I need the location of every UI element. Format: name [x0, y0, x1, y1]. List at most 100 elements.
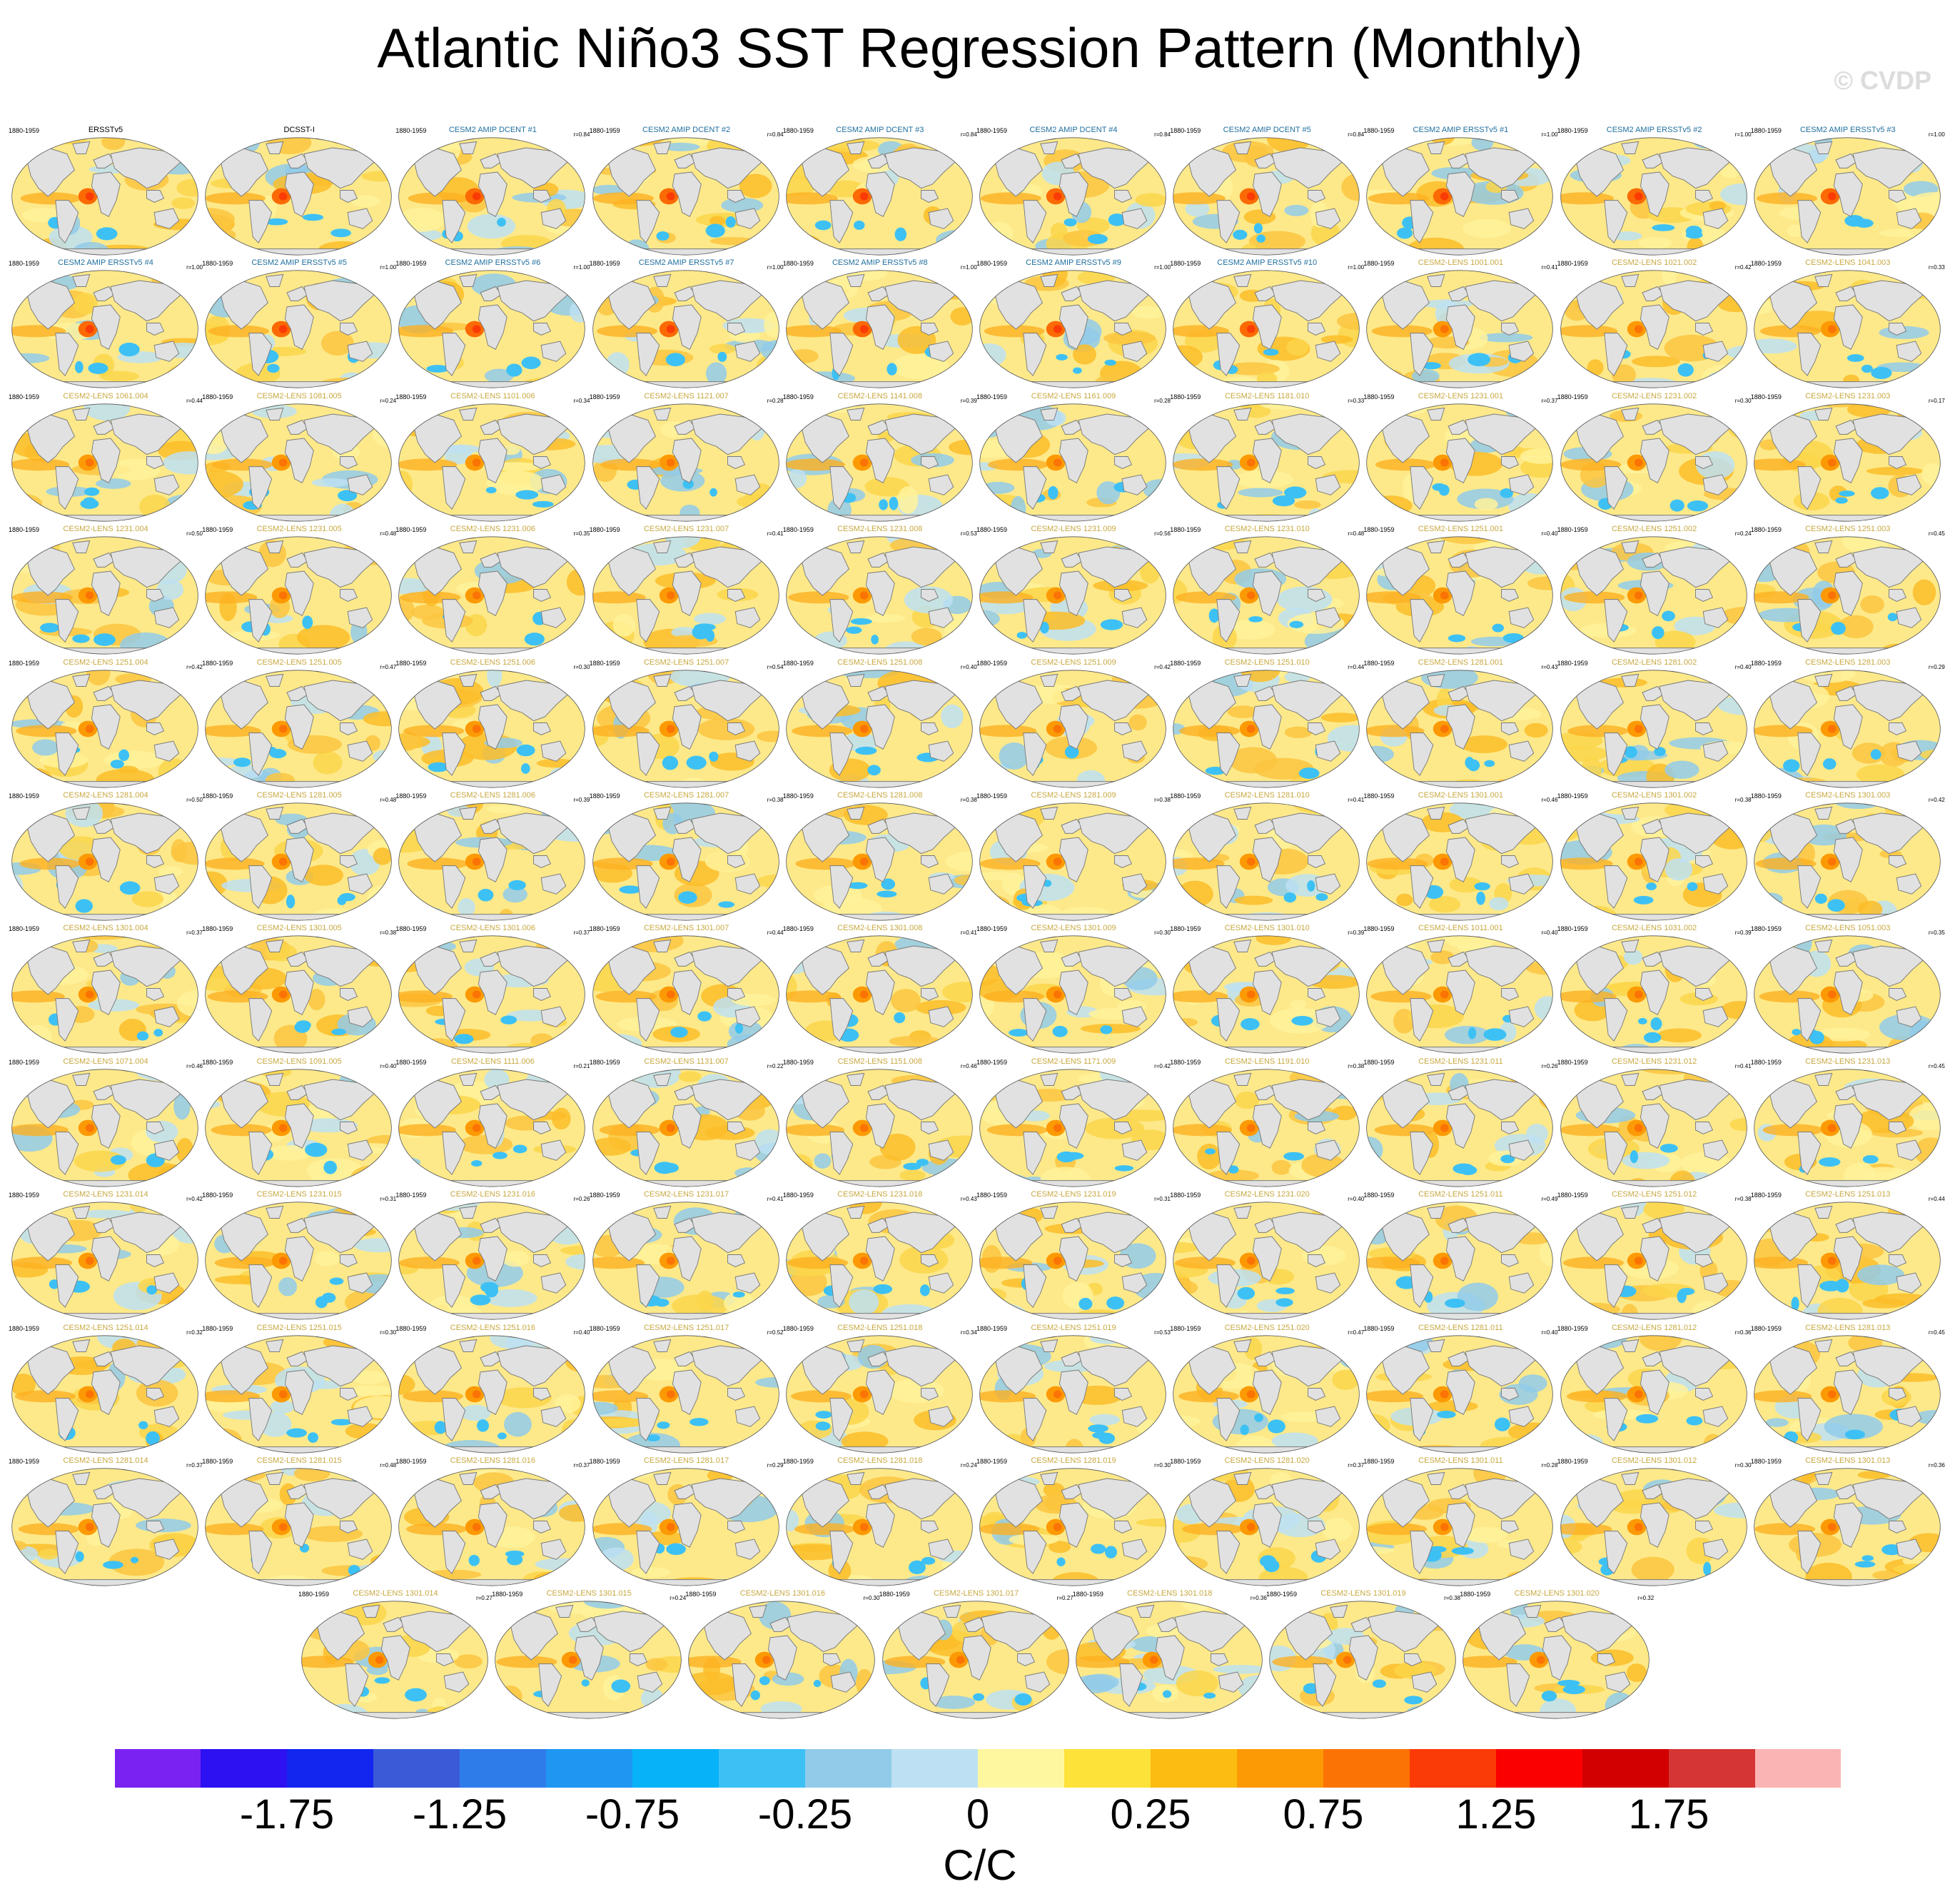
map-panel: 1880-1959 CESM2-LENS 1251.013 r=0.44	[1751, 1190, 1945, 1321]
panel-correlation-label: r=0.30	[1734, 1462, 1752, 1469]
panel-title: CESM2 AMIP ERSSTv5 #5	[251, 258, 348, 268]
panel-title: CESM2-LENS 1251.003	[1805, 525, 1891, 534]
panel-correlation-label: r=0.52	[767, 1329, 784, 1336]
world-map	[786, 670, 973, 788]
map-panel: 1880-1959 CESM2-LENS 1301.014 r=0.27	[298, 1589, 492, 1721]
panel-title: CESM2-LENS 1301.020	[1514, 1589, 1600, 1598]
world-map	[592, 536, 779, 655]
map-panel: 1880-1959 CESM2-LENS 1301.008 r=0.41	[783, 924, 977, 1055]
map-panel: 1880-1959 CESM2-LENS 1091.005 r=0.40	[202, 1057, 396, 1189]
panel-title: CESM2 AMIP ERSSTv5 #1	[1413, 126, 1509, 134]
panel-period-label: 1880-1959	[202, 1058, 233, 1066]
world-map	[11, 802, 198, 921]
map-panel: 1880-1959 CESM2 AMIP ERSSTv5 #1 r=1.00	[1363, 126, 1557, 257]
panel-period-label: 1880-1959	[202, 792, 233, 800]
panel-period-label: 1880-1959	[395, 1324, 427, 1332]
world-map	[979, 802, 1166, 921]
world-map	[11, 935, 198, 1054]
map-panel: 1880-1959 CESM2-LENS 1231.002 r=0.30	[1557, 392, 1752, 523]
panel-title: CESM2 AMIP ERSSTv5 #10	[1217, 258, 1318, 268]
panel-correlation-label: r=0.50	[186, 530, 203, 538]
panel-period-label: 1880-1959	[1363, 260, 1395, 268]
panel-correlation-label: r=0.33	[1348, 397, 1365, 404]
world-map	[786, 1202, 973, 1320]
panel-correlation-label: r=0.38	[960, 797, 977, 803]
panel-correlation-label: r=0.24	[670, 1595, 687, 1602]
panel-title: CESM2-LENS 1301.002	[1611, 791, 1697, 800]
world-map	[1560, 1069, 1747, 1187]
panel-correlation-label: r=0.39	[573, 797, 590, 803]
panel-correlation-label: r=0.42	[186, 663, 203, 670]
map-panel: 1880-1959 CESM2-LENS 1231.010 r=0.48	[1170, 525, 1364, 656]
panel-period-label: 1880-1959	[1750, 1058, 1782, 1066]
world-map	[1366, 802, 1554, 921]
panel-period-label: 1880-1959	[1170, 925, 1201, 933]
panel-title: CESM2-LENS 1191.010	[1224, 1057, 1310, 1066]
map-panel: 1880-1959 CESM2-LENS 1281.001 r=0.43	[1363, 658, 1557, 790]
panel-correlation-label: r=0.29	[1928, 663, 1945, 670]
panel-title: CESM2-LENS 1251.009	[1031, 658, 1116, 667]
map-panel: 1880-1959 CESM2-LENS 1301.019 r=0.38	[1266, 1589, 1460, 1721]
panel-period-label: 1880-1959	[1750, 925, 1782, 933]
map-panel: 1880-1959 CESM2-LENS 1301.003 r=0.42	[1751, 791, 1945, 922]
world-map	[11, 1335, 198, 1454]
panel-correlation-label: r=1.00	[960, 264, 977, 271]
panel-correlation-label: r=0.38	[767, 797, 784, 803]
panel-period-label: 1880-1959	[1557, 127, 1588, 134]
world-map	[205, 670, 392, 788]
panel-title: CESM2-LENS 1251.014	[63, 1323, 148, 1332]
panel-period-label: 1880-1959	[976, 1458, 1008, 1465]
panel-correlation-label: r=0.45	[1928, 1062, 1945, 1069]
panel-correlation-label: r=0.54	[767, 663, 784, 670]
panel-period-label: 1880-1959	[9, 1192, 40, 1199]
panel-title: DCSST-I	[283, 126, 315, 134]
panel-period-label: 1880-1959	[976, 393, 1008, 401]
panel-period-label: 1880-1959	[782, 659, 814, 667]
panel-correlation-label: r=1.00	[380, 264, 397, 271]
map-panel: 1880-1959 CESM2-LENS 1281.002 r=0.40	[1557, 658, 1752, 790]
colorbar-units: C/C	[943, 1841, 1017, 1889]
panel-period-label: 1880-1959	[1170, 1324, 1201, 1332]
panel-correlation-label: r=0.24	[380, 397, 397, 404]
panel-period-label: 1880-1959	[395, 792, 427, 800]
colorbar-swatch	[1064, 1748, 1151, 1788]
panel-title: CESM2-LENS 1301.007	[643, 924, 729, 933]
panel-title: CESM2-LENS 1301.016	[739, 1589, 825, 1598]
colorbar-tick-label: -1.75	[239, 1791, 335, 1838]
world-map	[979, 935, 1166, 1054]
panel-title: CESM2-LENS 1031.002	[1611, 924, 1697, 933]
panel-period-label: 1880-1959	[9, 393, 40, 401]
panel-correlation-label: r=0.31	[380, 1196, 397, 1203]
panel-period-label: 1880-1959	[1557, 792, 1588, 800]
world-map	[1366, 1069, 1554, 1187]
panel-title: CESM2-LENS 1281.008	[837, 791, 923, 800]
map-panel: 1880-1959 CESM2-LENS 1301.016 r=0.30	[685, 1589, 879, 1721]
world-map	[1173, 536, 1360, 655]
panel-period-label: 1880-1959	[395, 260, 427, 268]
world-map	[1366, 137, 1554, 256]
panel-period-label: 1880-1959	[9, 659, 40, 667]
world-map	[11, 137, 198, 256]
panel-title: CESM2-LENS 1231.005	[256, 525, 342, 534]
world-map	[1560, 536, 1747, 655]
panel-title: CESM2-LENS 1121.007	[644, 391, 729, 401]
panel-correlation-label: r=0.40	[1541, 530, 1558, 538]
world-map	[205, 802, 392, 921]
panel-correlation-label: r=0.42	[1928, 797, 1945, 803]
colorbar-tick-label: -0.25	[757, 1791, 853, 1838]
panel-title: CESM2 AMIP ERSSTv5 #9	[1026, 258, 1121, 268]
panel-correlation-label: r=0.33	[1928, 264, 1945, 271]
panel-correlation-label: r=0.84	[573, 131, 590, 138]
panel-correlation-label: r=0.41	[767, 1196, 784, 1203]
panel-title: CESM2-LENS 1301.004	[63, 924, 148, 933]
panel-title: CESM2-LENS 1231.008	[837, 525, 923, 534]
panel-period-label: 1880-1959	[1557, 659, 1588, 667]
colorbar-swatch	[201, 1748, 288, 1788]
colorbar-swatch	[1323, 1748, 1410, 1788]
panel-period-label: 1880-1959	[782, 1058, 814, 1066]
world-map	[592, 670, 779, 788]
panel-title: CESM2-LENS 1051.003	[1805, 924, 1891, 933]
panel-period-label: 1880-1959	[1750, 127, 1782, 134]
world-map	[979, 536, 1166, 655]
panel-correlation-label: r=0.39	[960, 397, 977, 404]
